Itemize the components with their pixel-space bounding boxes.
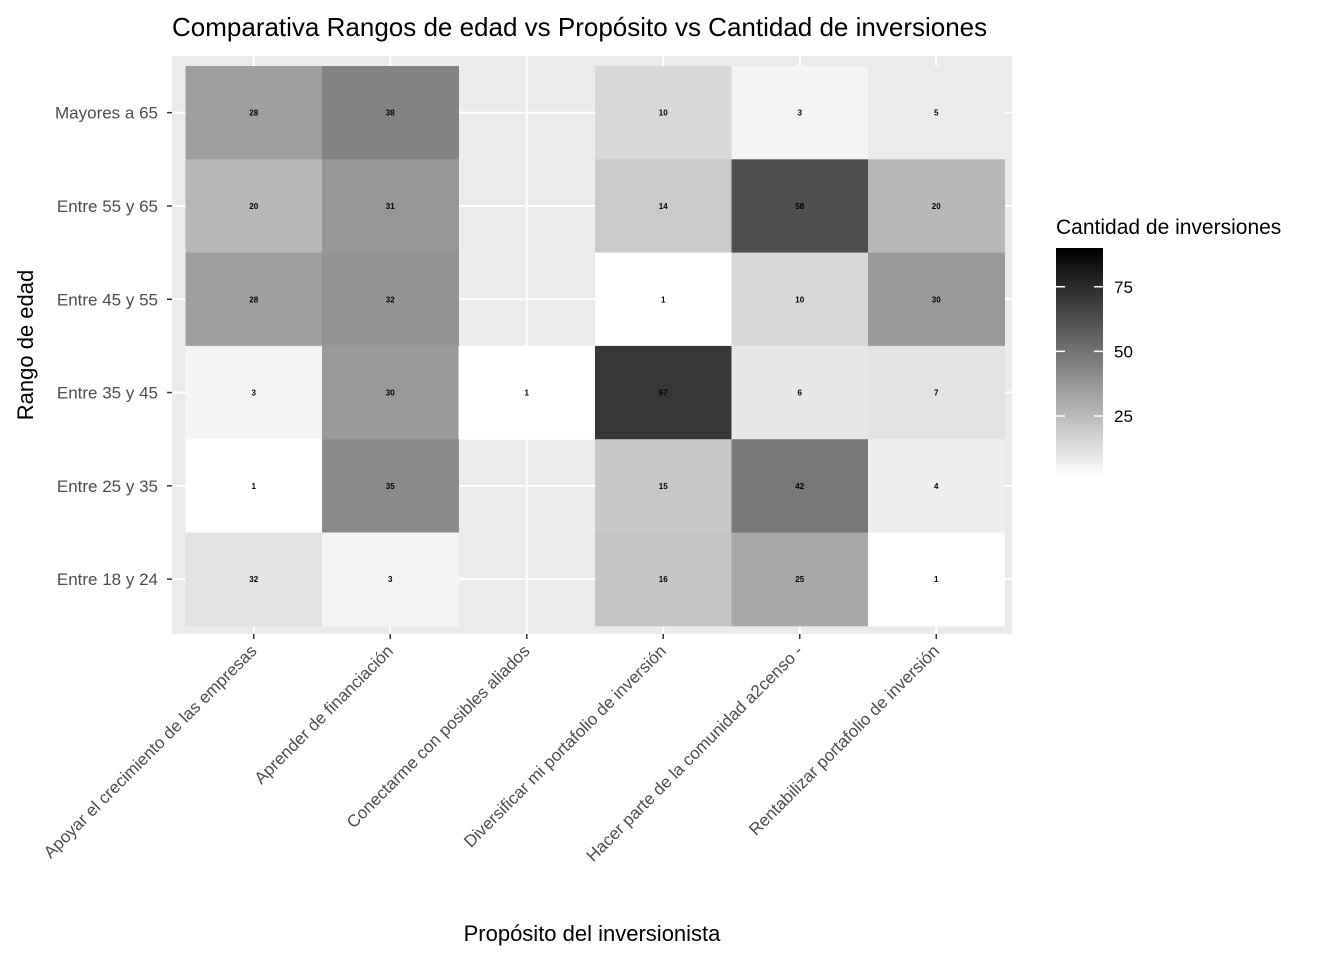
heatmap-cell <box>322 439 459 533</box>
chart-title: Comparativa Rangos de edad vs Propósito … <box>172 12 987 42</box>
heatmap-cell <box>185 252 323 347</box>
heatmap-cell <box>868 252 1005 347</box>
heatmap-cell <box>868 345 1005 440</box>
y-tick-label: Entre 45 y 55 <box>57 290 158 309</box>
cell-value-label: 5 <box>934 109 939 118</box>
heatmap-cell <box>185 66 323 160</box>
cell-value-label: 6 <box>798 389 803 398</box>
y-tick-label: Entre 25 y 35 <box>57 477 158 496</box>
cell-value-label: 1 <box>661 295 666 304</box>
legend-tick-label: 75 <box>1114 278 1133 297</box>
y-tick-label: Mayores a 65 <box>55 104 158 123</box>
y-axis-ticks: Entre 18 y 24 Entre 25 y 35 Entre 35 y 45 E… <box>55 104 172 589</box>
heatmap-cell <box>868 66 1005 160</box>
cell-value-label: 1 <box>252 482 257 491</box>
y-axis-label: Rango de edad <box>13 270 38 420</box>
heatmap-cell <box>595 345 732 440</box>
cell-value-label: 3 <box>388 575 393 584</box>
cell-value-label: 7 <box>934 389 939 398</box>
cell-value-label: 14 <box>659 202 668 211</box>
x-tick-label: Apoyar el crecimiento de las empresas <box>40 641 261 862</box>
heatmap-cell <box>185 159 323 254</box>
cell-value-label: 15 <box>659 482 668 491</box>
heatmap-cell <box>322 252 459 347</box>
cell-value-label: 20 <box>932 202 941 211</box>
legend-tick-label: 25 <box>1114 407 1133 426</box>
cell-value-label: 30 <box>386 389 395 398</box>
cell-value-label: 35 <box>386 482 395 491</box>
x-tick-label: Aprender de financiación <box>251 641 397 787</box>
heatmap-cell <box>595 532 732 627</box>
heatmap-cell <box>458 345 596 440</box>
cell-value-label: 1 <box>525 389 530 398</box>
cell-value-label: 28 <box>249 109 258 118</box>
y-tick-label: Entre 35 y 45 <box>57 384 158 403</box>
heatmap-cell <box>322 159 459 254</box>
legend: Cantidad de inversiones 25 50 75 <box>1056 216 1281 478</box>
cell-value-label: 28 <box>249 295 258 304</box>
heatmap-cell <box>868 159 1005 254</box>
cell-value-label: 67 <box>659 389 668 398</box>
cell-value-label: 1 <box>934 575 939 584</box>
heatmap-cell <box>731 532 869 627</box>
heatmap-cell <box>322 66 459 160</box>
heatmap-cell <box>185 439 323 533</box>
cell-value-label: 32 <box>249 575 258 584</box>
cell-value-label: 32 <box>386 295 395 304</box>
heatmap-cell <box>595 252 732 347</box>
cell-value-label: 30 <box>932 295 941 304</box>
heatmap-cell <box>595 439 732 533</box>
cell-value-label: 16 <box>659 575 668 584</box>
y-tick-label: Entre 55 y 65 <box>57 197 158 216</box>
cell-value-label: 10 <box>795 295 804 304</box>
cell-value-label: 42 <box>795 482 804 491</box>
heatmap-cell <box>868 532 1005 627</box>
cell-value-label: 31 <box>386 202 395 211</box>
heatmap-cell <box>731 439 869 533</box>
heatmap-cell <box>322 532 459 627</box>
cell-value-label: 25 <box>795 575 804 584</box>
x-axis-label: Propósito del inversionista <box>464 921 722 946</box>
heatmap-cell <box>731 66 869 160</box>
cell-value-label: 4 <box>934 482 939 491</box>
heatmap-cell <box>868 439 1005 533</box>
legend-title: Cantidad de inversiones <box>1056 216 1281 239</box>
cell-value-label: 20 <box>249 202 258 211</box>
heatmap-cell <box>595 159 732 254</box>
heatmap-cell <box>731 252 869 347</box>
heatmap-cells <box>185 66 1005 627</box>
cell-value-label: 3 <box>252 389 257 398</box>
heatmap-cell <box>185 345 323 440</box>
legend-colorbar <box>1056 248 1103 478</box>
cell-value-label: 3 <box>798 109 803 118</box>
legend-tick-label: 50 <box>1114 342 1133 361</box>
heatmap-cell <box>322 345 459 440</box>
x-axis-ticks: Apoyar el crecimiento de las empresasApr… <box>40 634 943 865</box>
cell-value-label: 10 <box>659 109 668 118</box>
cell-value-label: 38 <box>386 109 395 118</box>
x-tick-label: Hacer parte de la comunidad a2censo - <box>583 641 807 865</box>
cell-value-label: 58 <box>795 202 804 211</box>
heatmap-cell <box>731 159 869 254</box>
heatmap-cell <box>731 345 869 440</box>
heatmap-cell <box>595 66 732 160</box>
legend-ticks: 25 50 75 <box>1056 278 1133 426</box>
heatmap-cell <box>185 532 323 627</box>
y-tick-label: Entre 18 y 24 <box>57 570 158 589</box>
